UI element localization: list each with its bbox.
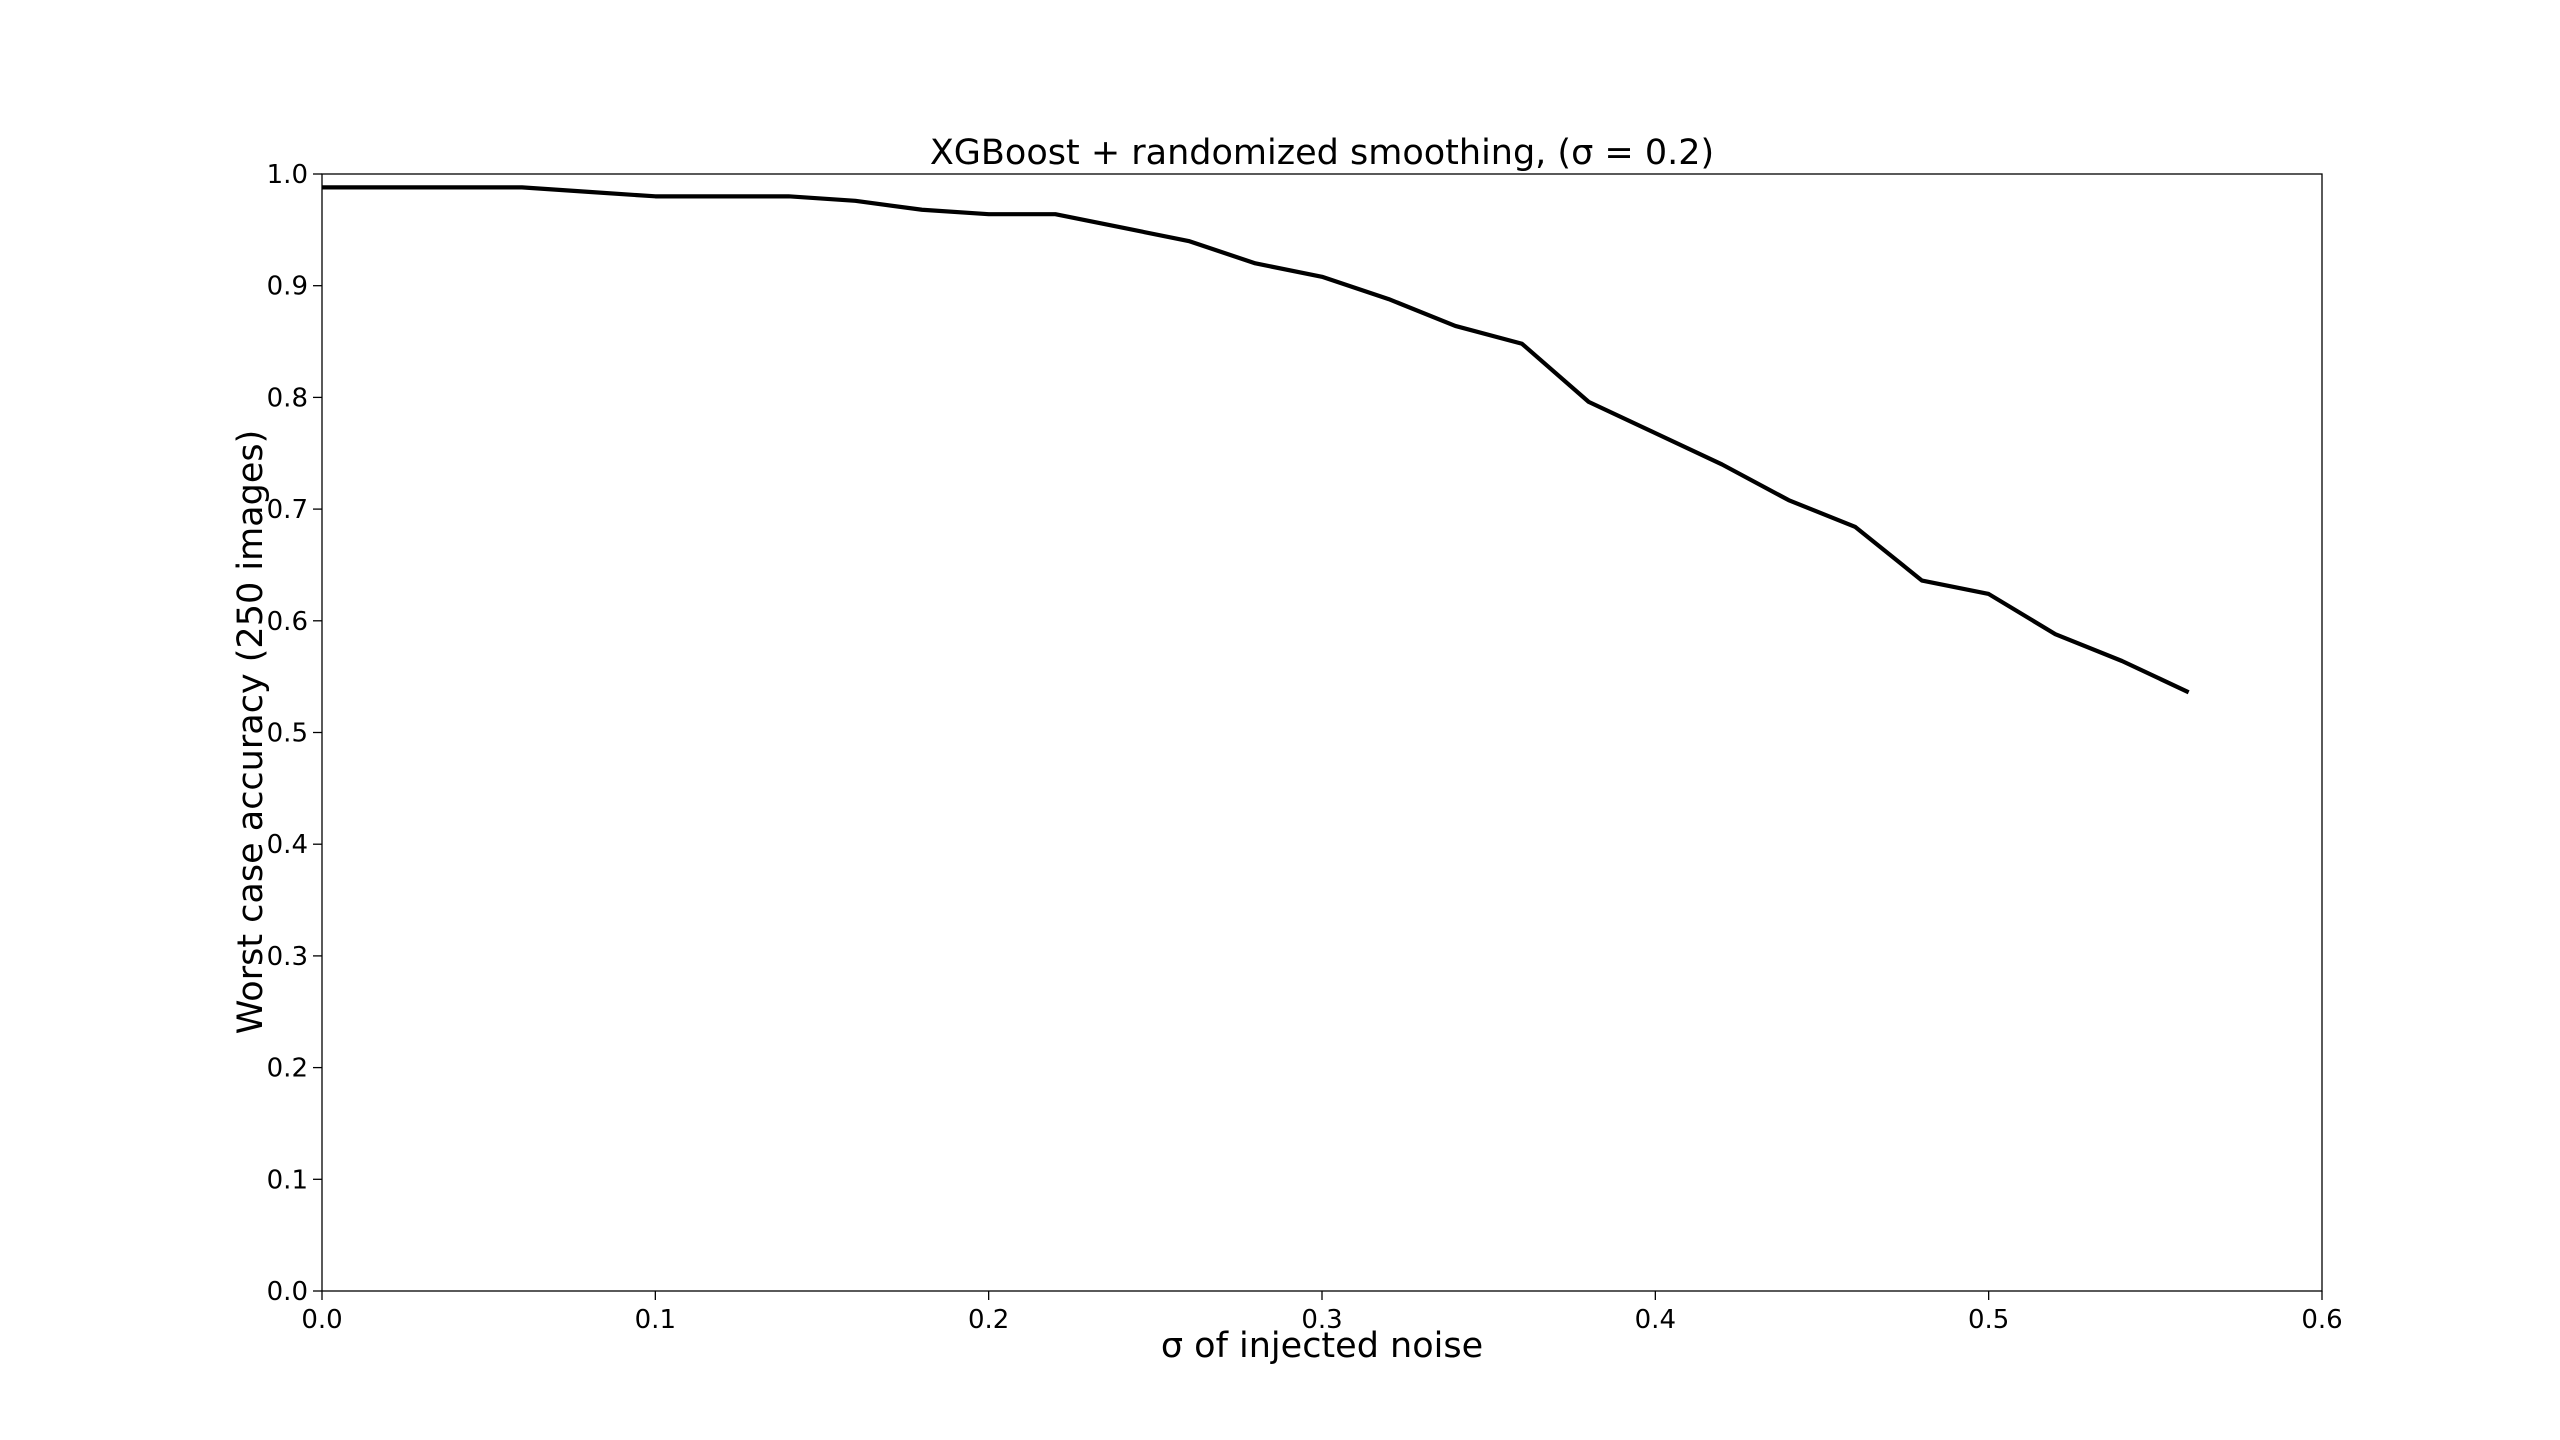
y-tick-label: 0.1 — [267, 1165, 308, 1195]
x-tick-label: 0.3 — [1301, 1305, 1342, 1335]
x-tick-label: 0.1 — [635, 1305, 676, 1335]
plot-area: 0.0 0.1 0.2 0.3 0.4 0.5 0.6 0.0 0.1 0.2 0.3 0.4 0.5 0… — [267, 160, 2343, 1335]
x-tick-label: 0.4 — [1635, 1305, 1676, 1335]
x-tick-label: 0.0 — [301, 1305, 342, 1335]
y-tick-label: 0.3 — [267, 942, 308, 972]
y-tick-label: 0.0 — [267, 1277, 308, 1307]
y-tick-label: 0.5 — [267, 719, 308, 749]
y-tick-label: 0.7 — [267, 495, 308, 525]
x-tick-label: 0.6 — [2301, 1305, 2342, 1335]
x-tick-label: 0.2 — [968, 1305, 1009, 1335]
series-line-0 — [322, 185, 2190, 695]
chart-title: XGBoost + randomized smoothing, (σ = 0.2… — [930, 133, 1714, 173]
y-tick-label: 0.6 — [267, 607, 308, 637]
y-tick-label: 0.8 — [267, 383, 308, 413]
x-axis-title: σ of injected noise — [1161, 1326, 1483, 1366]
y-axis-title: Worst case accuracy (250 images) — [231, 430, 271, 1035]
y-tick-label: 0.9 — [267, 272, 308, 302]
x-tick-label: 0.5 — [1968, 1305, 2009, 1335]
y-tick-label: 0.4 — [267, 830, 308, 860]
y-tick-label: 1.0 — [267, 160, 308, 190]
y-tick-label: 0.2 — [267, 1054, 308, 1084]
